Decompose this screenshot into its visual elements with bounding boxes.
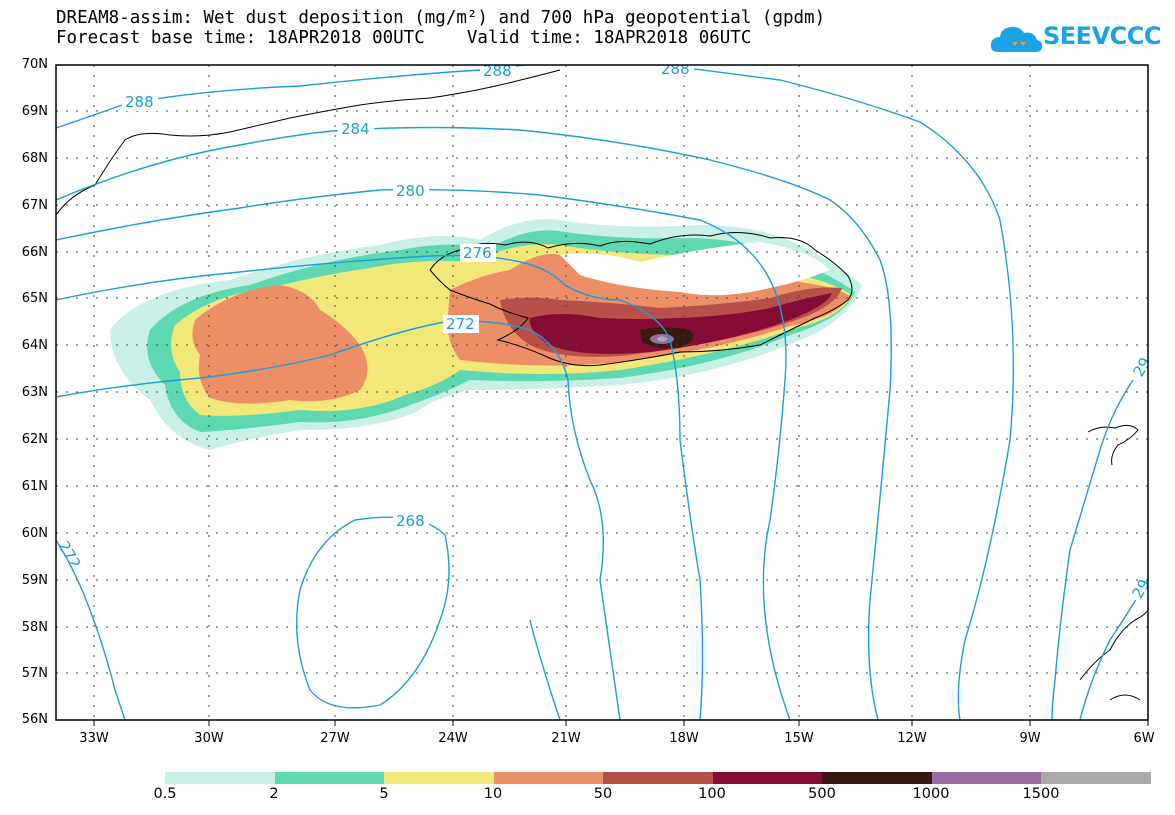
lat-label: 66N: [21, 245, 48, 260]
lon-label: 18W: [669, 731, 699, 746]
lon-label: 30W: [194, 731, 224, 746]
lon-label: 6W: [1133, 731, 1155, 746]
logo-text: SEEVCCC: [1043, 22, 1162, 50]
axis-ticks: [93, 720, 1149, 726]
coastline: [56, 69, 1148, 701]
lat-label: 62N: [21, 432, 48, 447]
colorbar-swatch: [165, 772, 275, 784]
map-frame: [55, 64, 1149, 721]
dust-deposition-field: [110, 219, 862, 450]
contour-label-272: 272: [446, 315, 475, 333]
colorbar-swatch: [822, 772, 932, 784]
title-line-1: DREAM8-assim: Wet dust deposition (mg/m²…: [56, 8, 826, 28]
colorbar-label: 10: [483, 786, 503, 802]
contour-label-288-c: 288: [661, 60, 690, 78]
colorbar: [165, 772, 1151, 784]
colorbar-label: 50: [593, 786, 613, 802]
lat-label: 59N: [21, 573, 48, 588]
lat-label: 57N: [21, 666, 48, 681]
contour-label-284: 284: [341, 120, 370, 138]
contour-label-280: 280: [396, 182, 425, 200]
title-line-2: Forecast base time: 18APR2018 00UTC Vali…: [56, 28, 752, 48]
colorbar-label: 5: [379, 786, 389, 802]
iceland-coast: [429, 232, 853, 367]
scotland-coast: [1079, 609, 1148, 701]
lat-label: 67N: [21, 198, 48, 213]
colorbar-swatch: [712, 772, 822, 784]
lon-label: 27W: [320, 731, 350, 746]
lat-label: 70N: [21, 57, 48, 72]
lat-label: 61N: [21, 479, 48, 494]
colorbar-label: 500: [808, 786, 836, 802]
greenland-coast: [56, 69, 561, 216]
lon-label: 24W: [438, 731, 468, 746]
lat-label: 58N: [21, 620, 48, 635]
lon-label: 9W: [1019, 731, 1041, 746]
colorbar-label: 2: [269, 786, 279, 802]
dust-level-100: [529, 293, 832, 354]
lat-label: 56N: [21, 712, 48, 727]
colorbar-swatch: [274, 772, 384, 784]
colorbar-swatch: [931, 772, 1041, 784]
colorbar-label: 1000: [912, 786, 950, 802]
contour-label-29-b: 29: [1128, 576, 1153, 602]
colorbar-swatch: [603, 772, 713, 784]
colorbar-swatch: [493, 772, 603, 784]
faroe-coast: [1087, 424, 1139, 466]
lat-label: 60N: [21, 526, 48, 541]
lon-label: 33W: [79, 731, 109, 746]
contour-label-268: 268: [396, 512, 425, 530]
lat-label: 64N: [21, 338, 48, 353]
graticule: [56, 65, 1148, 720]
lon-label: 15W: [784, 731, 814, 746]
lat-label: 68N: [21, 151, 48, 166]
colorbar-swatch: [1041, 772, 1151, 784]
lon-label: 21W: [551, 731, 581, 746]
colorbar-label: 0.5: [153, 786, 177, 802]
lat-label: 69N: [21, 104, 48, 119]
colorbar-swatch: [384, 772, 494, 784]
lat-label: 63N: [21, 385, 48, 400]
colorbar-label: 1500: [1022, 786, 1060, 802]
contour-label-288-b: 288: [483, 62, 512, 80]
contour-labels: 288 288 288 284 280 276 272 268 272 29 2…: [56, 60, 1153, 602]
dust-level-1500: [657, 336, 667, 342]
lon-label: 12W: [897, 731, 927, 746]
colorbar-label: 100: [698, 786, 726, 802]
contour-label-288-a: 288: [125, 93, 154, 111]
cloud-logo-icon: [990, 26, 1043, 52]
lat-label: 65N: [21, 291, 48, 306]
contour-label-276: 276: [463, 244, 492, 262]
snow-free-gap: [560, 242, 830, 296]
